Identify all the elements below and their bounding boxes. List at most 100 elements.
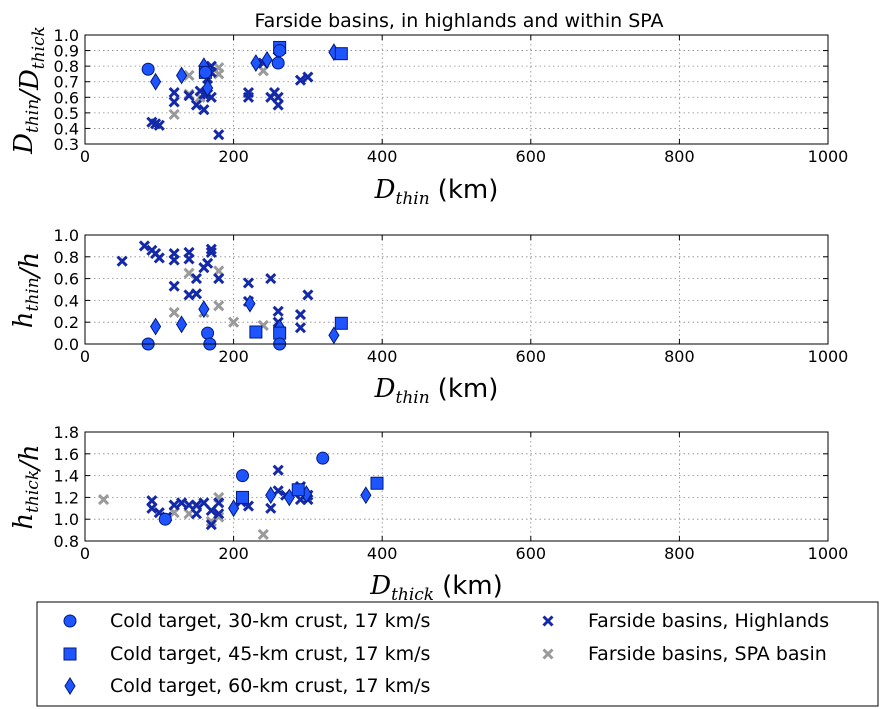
- grid: [85, 35, 828, 144]
- point-highlands: [242, 91, 255, 103]
- point-highlands: [205, 243, 217, 255]
- point-highlands: [242, 277, 255, 289]
- point-highlands: [205, 246, 217, 259]
- point-cold30: [271, 56, 285, 70]
- point-cold30: [316, 451, 330, 465]
- x-tick-label: 800: [664, 147, 695, 166]
- point-highlands: [302, 289, 314, 301]
- x-axis-label: Dthick (km): [369, 571, 503, 605]
- x-tick-label: 800: [664, 544, 695, 563]
- ticks: 0 200 400 600 800 1000 0.0 0.2 0.4 0.6 0.8 1.0: [54, 226, 849, 366]
- x-tick-label: 200: [218, 147, 249, 166]
- x-axis-label: Dthin (km): [374, 374, 499, 408]
- point-cold45: [334, 47, 348, 61]
- point-highlands: [190, 499, 203, 511]
- point-cold60: [328, 326, 340, 345]
- point-highlands: [190, 273, 203, 285]
- x-tick-label: 1000: [808, 347, 849, 366]
- y-tick-label: 0.6: [54, 88, 79, 107]
- point-cold45: [273, 326, 287, 340]
- point-cold60: [176, 315, 188, 334]
- y-tick-label: 0.9: [54, 42, 79, 61]
- point-highlands: [138, 240, 151, 252]
- legend-item-cold45: Cold target, 45-km crust, 17 km/s: [63, 643, 430, 665]
- point-cold30: [141, 62, 155, 76]
- x-tick-label: 400: [367, 544, 398, 563]
- y-tick-label: 0.7: [54, 73, 79, 92]
- grid: [85, 235, 828, 344]
- x-tick-label: 200: [218, 347, 249, 366]
- legend-label: Cold target, 60-km crust, 17 km/s: [110, 675, 430, 697]
- x-tick-label: 0: [80, 147, 90, 166]
- x-tick-label: 200: [218, 544, 249, 563]
- point-cold60: [261, 50, 273, 69]
- legend-marker-highlands: [542, 615, 554, 627]
- legend-item-highlands: Farside basins, Highlands: [542, 610, 829, 632]
- legend-item-spa: Farside basins, SPA basin: [542, 643, 827, 665]
- point-cold60: [228, 499, 240, 518]
- point-highlands: [265, 273, 277, 285]
- data-points: [116, 240, 348, 351]
- y-tick-label: 1.8: [54, 423, 79, 442]
- y-tick-label: 0.2: [54, 313, 79, 332]
- y-tick-label: 1.6: [54, 445, 79, 464]
- point-highlands: [176, 497, 188, 509]
- point-cold60: [202, 78, 214, 97]
- point-cold45: [370, 476, 384, 490]
- point-spa: [183, 69, 195, 82]
- point-highlands: [190, 288, 203, 300]
- point-cold45: [249, 325, 263, 339]
- point-highlands: [183, 253, 195, 265]
- point-spa: [168, 108, 180, 120]
- y-tick-label: 0.5: [54, 104, 79, 123]
- y-tick-label: 0.8: [54, 532, 79, 551]
- point-cold30: [198, 65, 212, 79]
- point-highlands: [294, 74, 307, 86]
- legend-item-cold30: Cold target, 30-km crust, 17 km/s: [63, 610, 430, 632]
- chart-title: Farside basins, in highlands and within …: [254, 10, 663, 32]
- ticks: 0 200 400 600 800 1000 0.8 1.0 1.2 1.4 1.6 1.8: [54, 423, 849, 563]
- point-cold45: [236, 490, 250, 504]
- legend-label: Farside basins, Highlands: [588, 610, 829, 632]
- point-cold60: [176, 66, 188, 85]
- point-highlands: [213, 497, 225, 509]
- x-tick-label: 600: [516, 544, 547, 563]
- point-highlands: [213, 273, 225, 285]
- point-cold60: [198, 300, 210, 319]
- legend-frame: [36, 601, 879, 707]
- point-highlands: [213, 508, 225, 520]
- legend-marker-spa: [542, 648, 554, 660]
- point-highlands: [198, 497, 210, 509]
- data-points: [98, 451, 384, 541]
- axes-frame: [84, 431, 829, 542]
- x-tick-label: 600: [516, 147, 547, 166]
- point-highlands: [168, 87, 180, 99]
- x-tick-label: 0: [80, 544, 90, 563]
- y-tick-label: 0.4: [54, 119, 79, 138]
- panel-2: 0 200 400 600 800 1000 0.0 0.2 0.4 0.6 0.8 1.0 Dthin…: [9, 226, 848, 408]
- point-spa: [98, 494, 110, 506]
- point-cold60: [250, 54, 262, 72]
- point-highlands: [265, 502, 277, 514]
- point-highlands: [153, 252, 165, 264]
- point-cold60: [149, 72, 162, 91]
- panel-1: 0 200 400 600 800 1000 0.30.40.50.60.70.80.91.…: [9, 26, 848, 209]
- point-cold30: [273, 44, 287, 58]
- point-cold45: [334, 316, 348, 330]
- point-highlands: [168, 280, 180, 292]
- point-highlands: [213, 129, 225, 141]
- point-highlands: [205, 504, 217, 517]
- legend-label: Cold target, 45-km crust, 17 km/s: [110, 643, 430, 665]
- legend-marker-cold30: [63, 614, 77, 628]
- point-highlands: [116, 255, 128, 267]
- y-tick-label: 0.3: [54, 135, 79, 154]
- legend-item-cold60: Cold target, 60-km crust, 17 km/s: [64, 675, 430, 697]
- point-cold60: [265, 486, 277, 505]
- point-cold45: [291, 483, 305, 497]
- point-highlands: [190, 508, 203, 520]
- y-tick-label: 0.0: [54, 335, 79, 354]
- y-tick-label: 1.4: [54, 467, 79, 486]
- point-highlands: [294, 309, 307, 321]
- y-tick-label: 1.0: [54, 26, 79, 45]
- y-tick-label: 0.6: [54, 270, 79, 289]
